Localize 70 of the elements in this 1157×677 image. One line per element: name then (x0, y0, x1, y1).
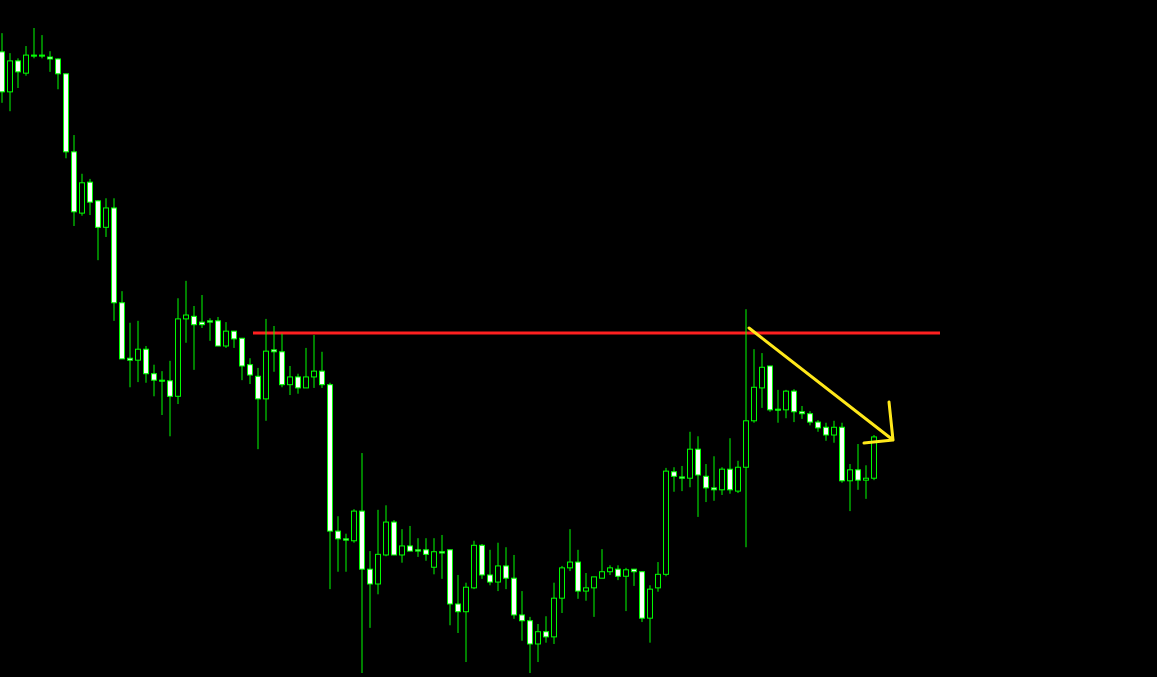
candlestick (583, 572, 589, 602)
candlestick (47, 50, 53, 73)
candlestick (319, 351, 325, 389)
candlestick (631, 568, 637, 587)
candlestick (655, 561, 661, 593)
candlestick (167, 360, 173, 437)
candlestick (719, 466, 725, 496)
candlestick (271, 325, 277, 373)
candlestick (599, 548, 605, 579)
candlestick (55, 57, 61, 90)
candlestick (207, 317, 213, 342)
candlestick (615, 564, 621, 581)
candlestick (127, 322, 133, 388)
candlestick (295, 373, 301, 395)
candlestick (103, 197, 109, 238)
candlestick (791, 388, 797, 423)
candlestick (487, 549, 493, 586)
candlestick (727, 437, 733, 495)
candlestick (455, 574, 461, 634)
candlestick (255, 367, 261, 450)
candlestick (495, 542, 501, 592)
candlestick (423, 537, 429, 562)
candlestick (847, 463, 853, 512)
candlestick (407, 525, 413, 552)
candlestick (335, 515, 341, 573)
candlestick (831, 420, 837, 444)
candlestick (591, 576, 597, 618)
candlestick (703, 463, 709, 503)
candlestick (863, 464, 869, 500)
candlestick (415, 537, 421, 558)
candlestick (135, 320, 141, 383)
candlestick (799, 405, 805, 420)
candlestick (343, 533, 349, 573)
candlestick (311, 334, 317, 389)
candlestick (399, 528, 405, 564)
candlestick (535, 623, 541, 663)
candlestick (671, 466, 677, 493)
candlestick (759, 352, 765, 409)
candlestick (439, 534, 445, 580)
candlestick (783, 389, 789, 419)
candlestick (527, 616, 533, 674)
candlestick (543, 615, 549, 644)
candlestick (191, 305, 197, 371)
candlestick (607, 564, 613, 576)
candlestick (15, 57, 21, 89)
candlestick (199, 294, 205, 329)
candlestick (151, 364, 157, 397)
candlestick (431, 537, 437, 575)
candlestick (87, 178, 93, 216)
candlestick (231, 330, 237, 349)
candlestick (679, 465, 685, 492)
candlestick (735, 460, 741, 494)
candlestick (39, 34, 45, 59)
candlestick (183, 280, 189, 344)
candlestick (623, 567, 629, 612)
candlestick (159, 370, 165, 416)
candlestick (287, 365, 293, 396)
candlestick (367, 550, 373, 629)
candlestick (567, 528, 573, 572)
candlestick (223, 321, 229, 349)
candlestick (519, 590, 525, 642)
candlestick (23, 45, 29, 77)
candlestick (303, 347, 309, 389)
candlestick (855, 443, 861, 491)
candlestick (711, 455, 717, 502)
candlestick (247, 357, 253, 385)
candlestick (823, 422, 829, 442)
candlestick (775, 389, 781, 424)
candlestick (503, 546, 509, 590)
candlestick (31, 27, 37, 59)
